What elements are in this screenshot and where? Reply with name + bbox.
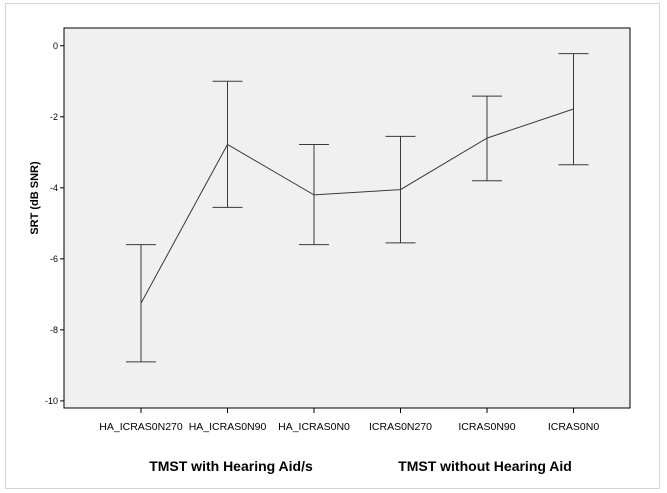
x-tick-label: HA_ICRAS0N0 — [278, 421, 350, 433]
y-tick-label: -8 — [50, 325, 58, 335]
y-tick-label: -4 — [50, 183, 58, 193]
group-labels: TMST with Hearing Aid/s TMST without Hear… — [149, 458, 572, 474]
x-axis: HA_ICRAS0N270 HA_ICRAS0N90 HA_ICRAS0N0 ICRA… — [99, 408, 599, 433]
group-label: TMST without Hearing Aid — [398, 458, 572, 474]
x-tick-label: ICRAS0N270 — [369, 421, 432, 433]
y-tick-label: 0 — [53, 41, 58, 51]
x-tick-label: HA_ICRAS0N90 — [189, 421, 267, 433]
group-label: TMST with Hearing Aid/s — [149, 458, 313, 474]
y-axis-title: SRT (dB SNR) — [29, 161, 41, 235]
y-tick-label: -6 — [50, 254, 58, 264]
x-tick-label: ICRAS0N0 — [548, 421, 600, 433]
y-axis: 0 -2 -4 -6 -8 -10 — [45, 41, 64, 406]
y-tick-label: -2 — [50, 112, 58, 122]
x-tick-label: ICRAS0N90 — [458, 421, 515, 433]
plot-area — [63, 27, 631, 409]
series-line — [140, 108, 574, 304]
x-tick-label: HA_ICRAS0N270 — [99, 421, 183, 433]
y-tick-label: -10 — [45, 396, 58, 406]
